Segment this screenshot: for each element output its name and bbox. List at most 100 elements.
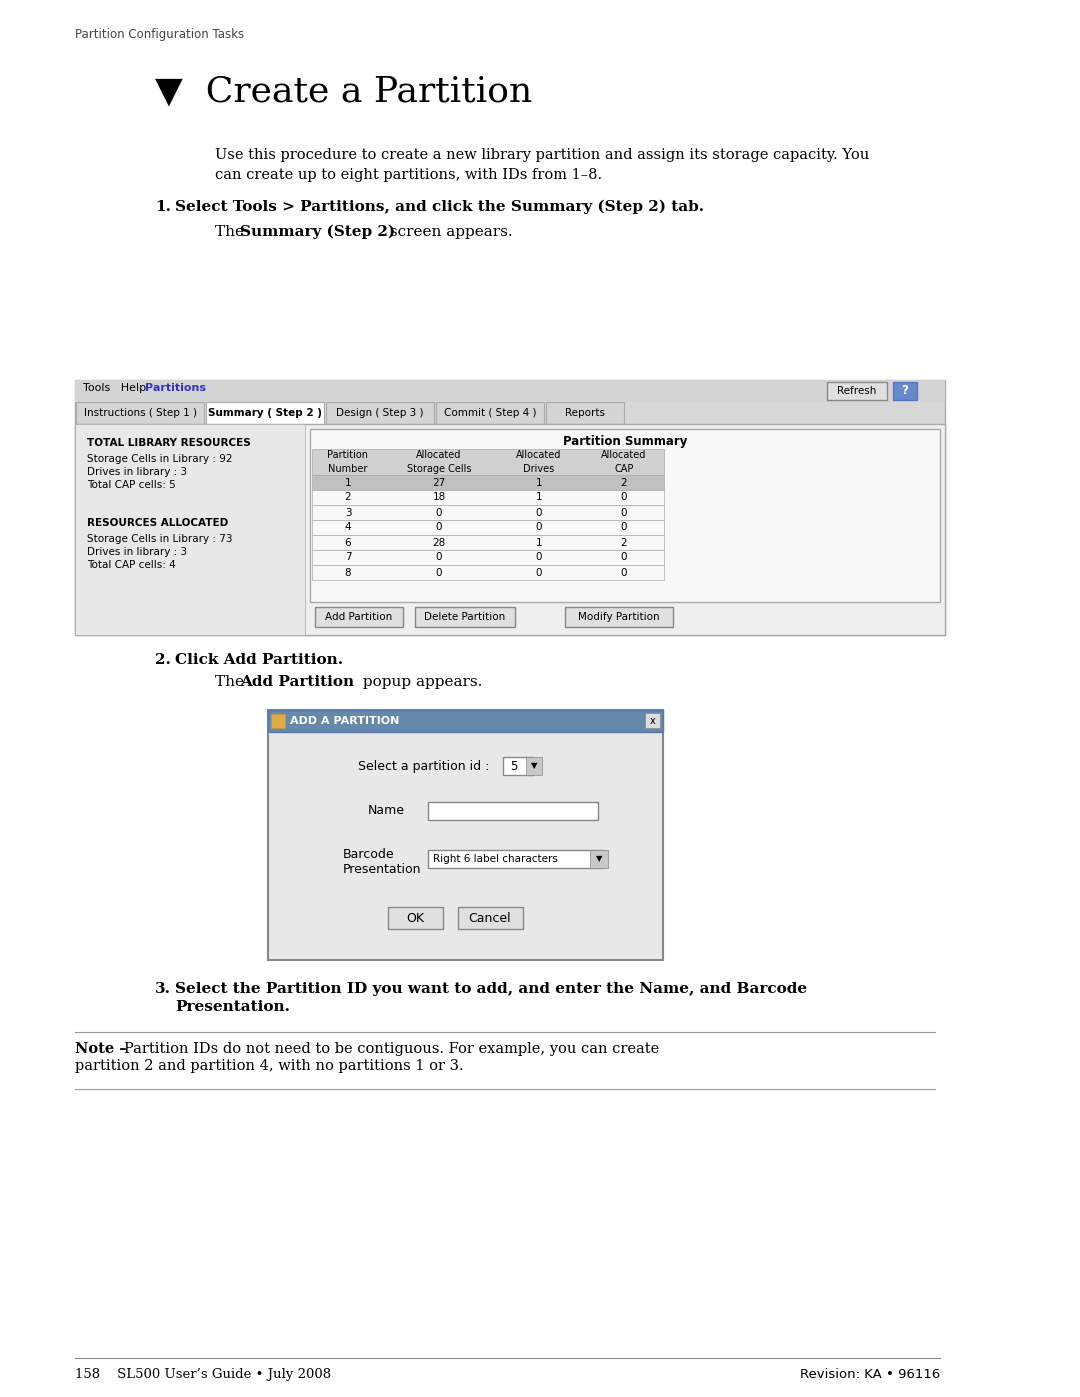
- Text: 0: 0: [435, 522, 442, 532]
- Bar: [76, 402, 204, 425]
- Text: Total CAP cells: 5: Total CAP cells: 5: [87, 481, 176, 490]
- Text: 0: 0: [621, 552, 627, 563]
- Text: The: The: [215, 225, 248, 239]
- Text: partition 2 and partition 4, with no partitions 1 or 3.: partition 2 and partition 4, with no par…: [75, 1059, 463, 1073]
- Text: 2: 2: [621, 538, 627, 548]
- Text: 8: 8: [345, 567, 351, 577]
- Text: 0: 0: [621, 507, 627, 517]
- Text: Presentation.: Presentation.: [175, 1000, 291, 1014]
- Text: Delete Partition: Delete Partition: [424, 612, 505, 622]
- Text: ▼: ▼: [530, 761, 537, 771]
- Bar: [526, 757, 542, 775]
- Text: 0: 0: [435, 567, 442, 577]
- Text: 0: 0: [621, 493, 627, 503]
- Text: Summary (Step 2): Summary (Step 2): [240, 225, 395, 239]
- Text: Total CAP cells: 4: Total CAP cells: 4: [87, 560, 176, 570]
- Text: Note –: Note –: [75, 1042, 126, 1056]
- Bar: [312, 550, 664, 564]
- Text: 18: 18: [432, 493, 446, 503]
- Bar: [75, 380, 945, 636]
- Text: Design ( Step 3 ): Design ( Step 3 ): [336, 408, 423, 418]
- Text: Drives in library : 3: Drives in library : 3: [87, 548, 187, 557]
- Text: can create up to eight partitions, with IDs from 1–8.: can create up to eight partitions, with …: [215, 168, 603, 182]
- Text: Drives in library : 3: Drives in library : 3: [87, 467, 187, 476]
- Text: Click Add Partition.: Click Add Partition.: [175, 652, 343, 666]
- Bar: [312, 475, 664, 490]
- Text: Instructions ( Step 1 ): Instructions ( Step 1 ): [83, 408, 197, 418]
- Text: Partition
Number: Partition Number: [327, 450, 368, 474]
- Bar: [415, 608, 515, 627]
- Text: 2.: 2.: [156, 652, 171, 666]
- Bar: [206, 402, 324, 425]
- Text: 0: 0: [621, 522, 627, 532]
- Bar: [315, 608, 403, 627]
- Text: Add Partition: Add Partition: [325, 612, 393, 622]
- Bar: [310, 429, 940, 602]
- Text: Revision: KA • 96116: Revision: KA • 96116: [800, 1368, 940, 1382]
- Text: 3.: 3.: [156, 982, 171, 996]
- Text: Name: Name: [368, 805, 405, 817]
- Text: 1: 1: [345, 478, 351, 488]
- Text: 0: 0: [536, 522, 542, 532]
- Text: 1: 1: [536, 493, 542, 503]
- Text: Right 6 label characters: Right 6 label characters: [433, 854, 558, 863]
- Bar: [268, 710, 663, 732]
- Bar: [75, 425, 305, 636]
- Text: ▼: ▼: [596, 855, 603, 863]
- Text: 0: 0: [435, 552, 442, 563]
- Text: ADD A PARTITION: ADD A PARTITION: [291, 717, 400, 726]
- Bar: [436, 402, 544, 425]
- Text: OK: OK: [406, 911, 424, 925]
- Text: Reports: Reports: [565, 408, 605, 418]
- Text: 6: 6: [345, 538, 351, 548]
- Bar: [268, 710, 663, 960]
- Bar: [312, 564, 664, 580]
- Bar: [312, 504, 664, 520]
- Text: Storage Cells in Library : 92: Storage Cells in Library : 92: [87, 454, 232, 464]
- Text: Partitions: Partitions: [145, 383, 206, 393]
- Text: Commit ( Step 4 ): Commit ( Step 4 ): [444, 408, 537, 418]
- Bar: [645, 712, 660, 728]
- Bar: [827, 381, 887, 400]
- Bar: [75, 425, 945, 636]
- Text: x: x: [650, 717, 656, 726]
- Text: Tools   Help: Tools Help: [83, 383, 146, 393]
- Bar: [326, 402, 434, 425]
- Text: ?: ?: [902, 384, 908, 398]
- Bar: [312, 490, 664, 504]
- Text: Barcode: Barcode: [343, 848, 394, 861]
- Text: Allocated
Storage Cells: Allocated Storage Cells: [407, 450, 471, 474]
- Text: 5: 5: [510, 760, 517, 773]
- Text: 0: 0: [435, 507, 442, 517]
- Text: Select Tools > Partitions, and click the Summary (Step 2) tab.: Select Tools > Partitions, and click the…: [175, 200, 704, 214]
- Text: 28: 28: [432, 538, 446, 548]
- Text: Summary ( Step 2 ): Summary ( Step 2 ): [208, 408, 322, 418]
- Bar: [75, 380, 945, 402]
- Text: 0: 0: [536, 567, 542, 577]
- Bar: [312, 520, 664, 535]
- Bar: [428, 802, 598, 820]
- Bar: [271, 714, 285, 728]
- Text: 27: 27: [432, 478, 446, 488]
- Text: Refresh: Refresh: [837, 386, 877, 395]
- Text: screen appears.: screen appears.: [384, 225, 513, 239]
- Text: Partition Configuration Tasks: Partition Configuration Tasks: [75, 28, 244, 41]
- Bar: [893, 381, 917, 400]
- Text: Modify Partition: Modify Partition: [578, 612, 660, 622]
- Bar: [546, 402, 624, 425]
- Text: 0: 0: [621, 567, 627, 577]
- Text: 2: 2: [345, 493, 351, 503]
- Bar: [503, 757, 534, 775]
- Text: 1: 1: [536, 538, 542, 548]
- Text: The: The: [215, 675, 248, 689]
- Text: 4: 4: [345, 522, 351, 532]
- Text: 3: 3: [345, 507, 351, 517]
- Text: 158    SL500 User’s Guide • July 2008: 158 SL500 User’s Guide • July 2008: [75, 1368, 332, 1382]
- Text: Select a partition id :: Select a partition id :: [357, 760, 489, 773]
- Text: Cancel: Cancel: [469, 911, 511, 925]
- Bar: [312, 448, 664, 475]
- Text: Partition IDs do not need to be contiguous. For example, you can create: Partition IDs do not need to be contiguo…: [124, 1042, 659, 1056]
- Text: RESOURCES ALLOCATED: RESOURCES ALLOCATED: [87, 518, 228, 528]
- Bar: [312, 535, 664, 550]
- Text: TOTAL LIBRARY RESOURCES: TOTAL LIBRARY RESOURCES: [87, 439, 251, 448]
